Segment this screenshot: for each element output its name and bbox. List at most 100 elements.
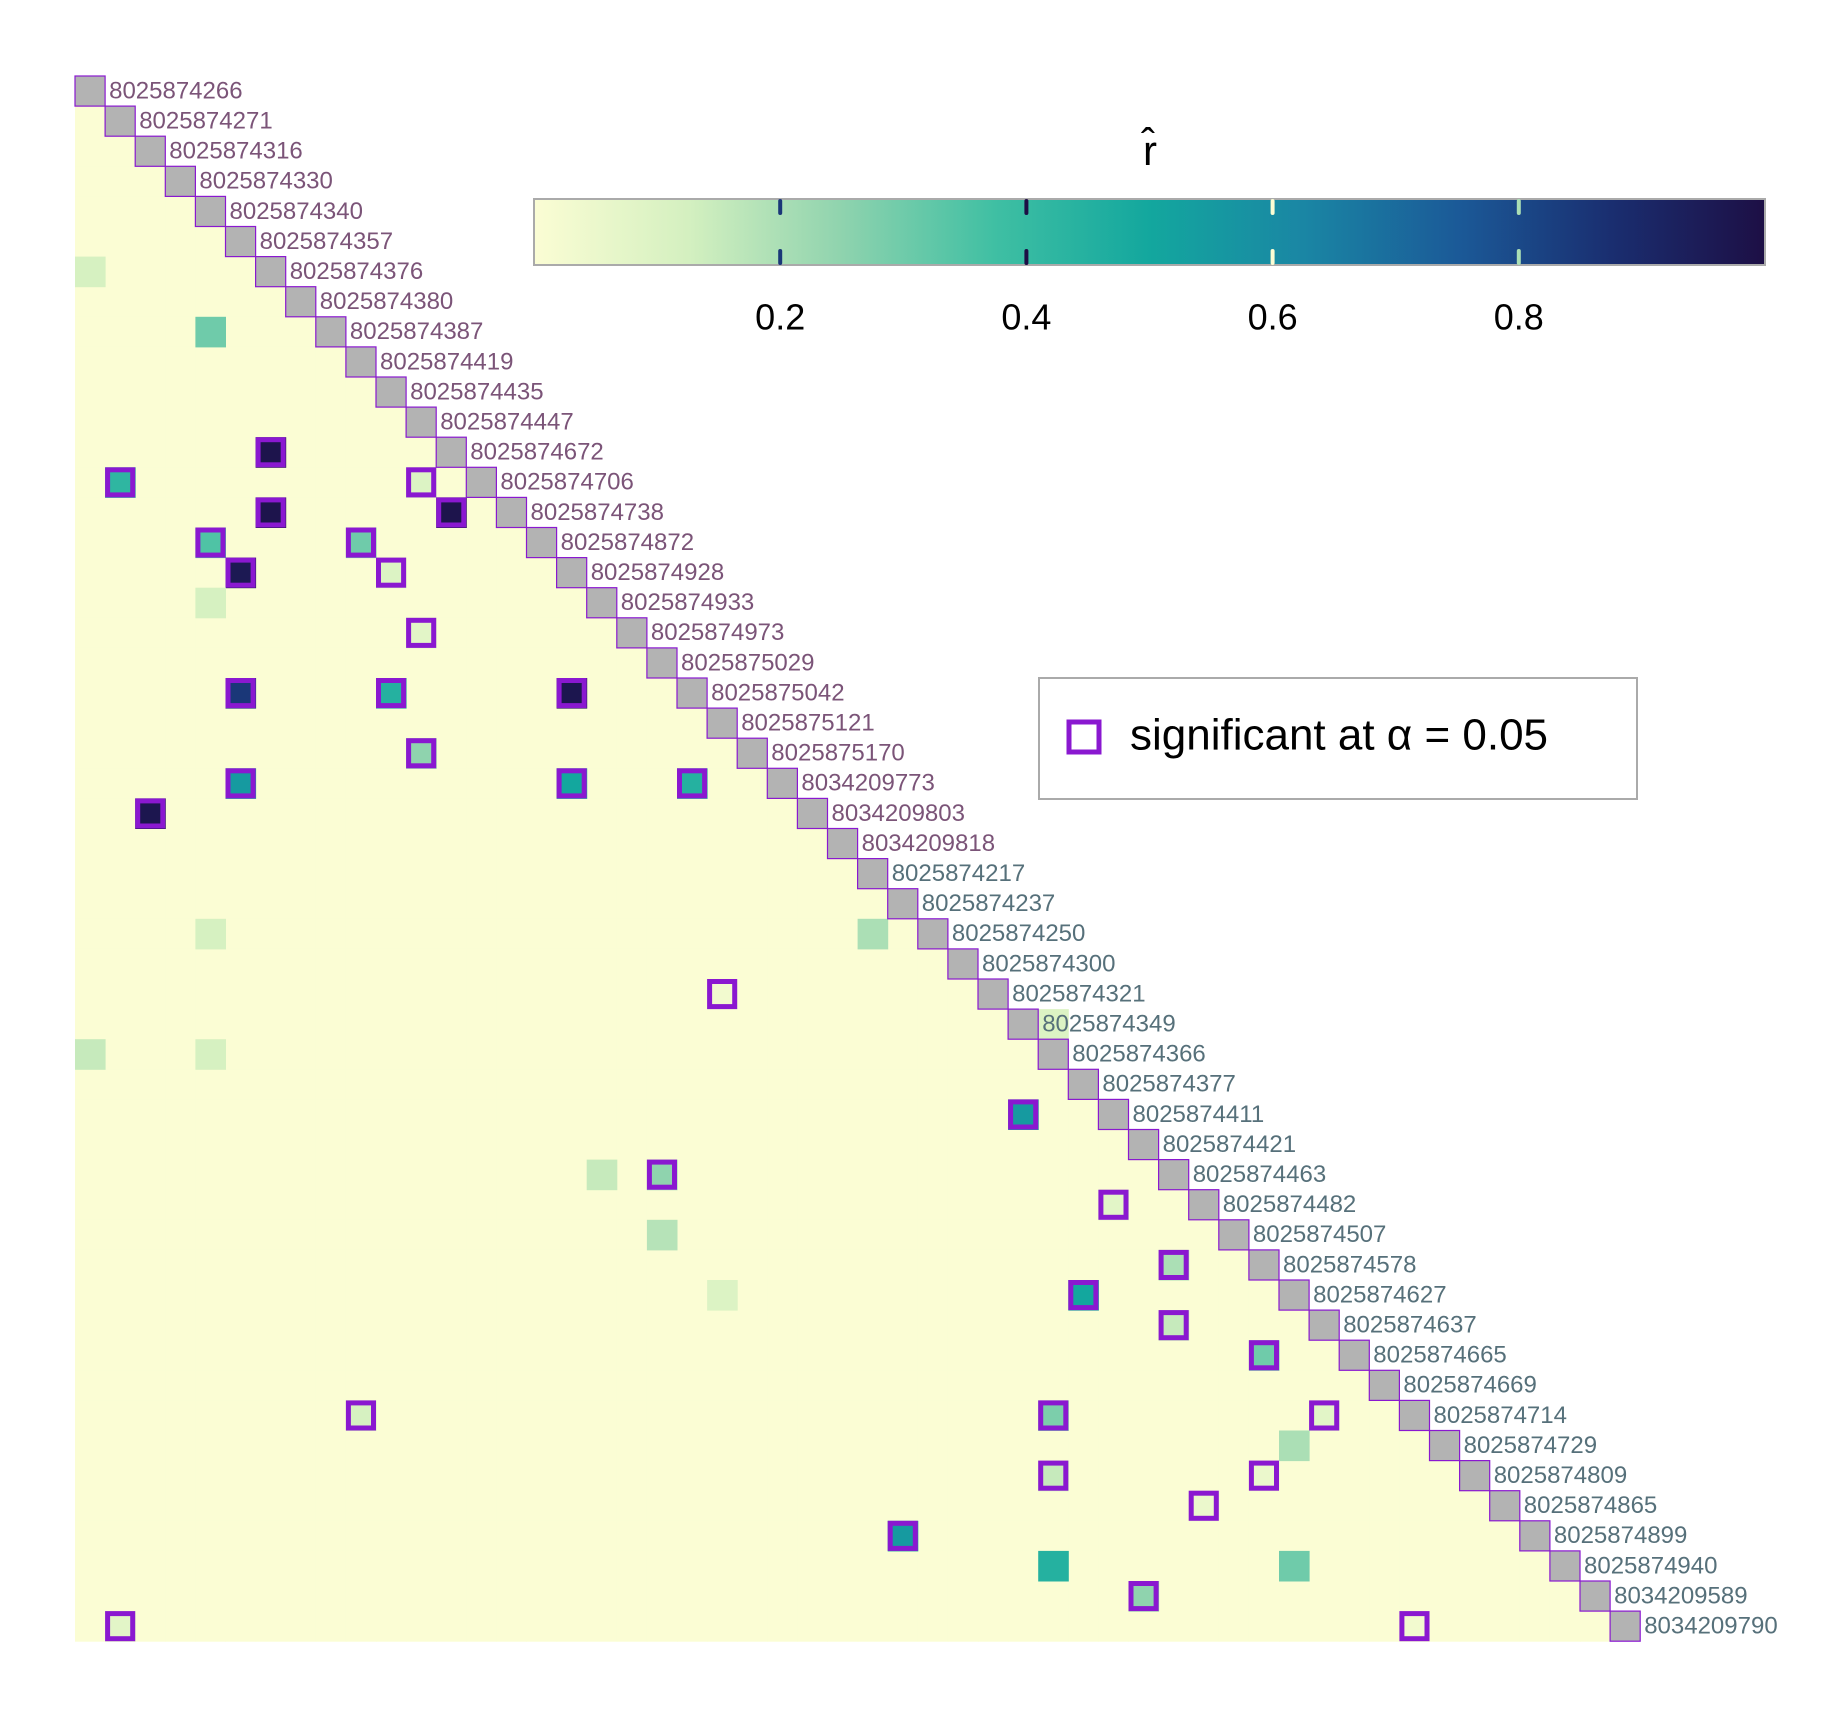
empty-cell — [887, 1159, 919, 1191]
empty-cell — [556, 708, 588, 739]
empty-cell — [135, 166, 166, 197]
row-label: 8025874447 — [440, 408, 573, 435]
empty-cell — [165, 678, 196, 709]
empty-cell — [677, 1069, 708, 1100]
empty-cell — [225, 1430, 257, 1462]
empty-cell — [466, 1400, 497, 1431]
background — [75, 106, 1611, 1642]
empty-cell — [737, 1129, 768, 1161]
empty-cell — [767, 1219, 798, 1251]
empty-cell — [376, 828, 407, 860]
empty-cell — [496, 1069, 527, 1100]
row-label: 8025874940 — [1584, 1552, 1717, 1579]
empty-cell — [376, 918, 407, 950]
colorbar-title: r̂ — [1141, 126, 1157, 174]
empty-cell — [376, 738, 407, 769]
empty-cell — [376, 1520, 407, 1552]
empty-cell — [827, 1611, 859, 1642]
empty-cell — [376, 1370, 407, 1401]
empty-cell — [376, 1159, 407, 1191]
empty-cell — [105, 196, 136, 227]
empty-cell — [827, 979, 859, 1010]
empty-cell — [345, 1280, 377, 1311]
significant-box — [1038, 1400, 1069, 1431]
empty-cell — [978, 1490, 1009, 1522]
empty-cell — [345, 557, 377, 589]
empty-cell — [646, 1099, 678, 1130]
empty-cell — [315, 888, 347, 920]
empty-cell — [285, 979, 317, 1010]
empty-cell — [797, 888, 828, 920]
empty-cell — [556, 1490, 588, 1522]
diagonal-cell — [1579, 1580, 1611, 1612]
empty-cell — [1038, 1069, 1069, 1100]
empty-cell — [1008, 1460, 1039, 1492]
empty-cell — [1429, 1490, 1461, 1522]
empty-cell — [406, 858, 437, 890]
empty-cell — [376, 1550, 407, 1582]
empty-cell — [1008, 1189, 1039, 1221]
empty-cell — [285, 1581, 317, 1612]
empty-cell — [466, 587, 497, 619]
empty-cell — [165, 497, 196, 528]
empty-cell — [978, 1400, 1009, 1431]
empty-cell — [556, 647, 588, 679]
empty-cell — [285, 858, 317, 890]
empty-cell — [285, 647, 317, 679]
empty-cell — [376, 1430, 407, 1462]
empty-cell — [556, 738, 588, 769]
empty-cell — [436, 1310, 467, 1341]
empty-cell — [195, 1430, 226, 1462]
empty-cell — [556, 1550, 588, 1582]
row-label: 8025874729 — [1464, 1432, 1597, 1459]
significant-box — [1008, 1099, 1039, 1130]
empty-cell — [285, 1099, 317, 1130]
empty-cell — [857, 1280, 889, 1311]
empty-cell — [1128, 1430, 1160, 1462]
empty-cell — [255, 1280, 287, 1311]
empty-cell — [978, 1460, 1009, 1492]
empty-cell — [436, 948, 467, 980]
empty-cell — [646, 1370, 678, 1401]
significant-box — [376, 678, 407, 709]
empty-cell — [345, 1009, 377, 1040]
empty-cell — [827, 858, 859, 890]
empty-cell — [767, 1189, 798, 1221]
empty-cell — [315, 587, 347, 619]
empty-cell — [677, 918, 708, 950]
empty-cell — [646, 948, 678, 980]
row-label: 8025874300 — [982, 950, 1115, 977]
diagonal-cell — [796, 797, 829, 830]
empty-cell — [616, 1490, 648, 1522]
empty-cell — [616, 1550, 648, 1582]
empty-cell — [1218, 1310, 1250, 1341]
empty-cell — [646, 738, 678, 769]
significant-box — [1309, 1400, 1340, 1431]
empty-cell — [677, 1310, 708, 1341]
empty-cell — [345, 1430, 377, 1462]
empty-cell — [1008, 1400, 1039, 1431]
empty-cell — [1399, 1581, 1430, 1612]
empty-cell — [255, 798, 287, 829]
empty-cell — [255, 1340, 287, 1371]
empty-cell — [677, 1400, 708, 1431]
diagonal-cell — [1489, 1490, 1521, 1522]
empty-cell — [556, 1310, 588, 1341]
empty-cell — [616, 678, 648, 709]
empty-cell — [1098, 1460, 1129, 1492]
diagonal-cell — [766, 767, 798, 799]
row-label: 8034209589 — [1614, 1582, 1747, 1609]
empty-cell — [135, 407, 166, 438]
empty-cell — [1188, 1310, 1220, 1341]
empty-cell — [556, 1280, 588, 1311]
empty-cell — [135, 918, 166, 950]
empty-cell — [978, 1219, 1009, 1251]
empty-cell — [1489, 1520, 1521, 1552]
empty-cell — [737, 948, 768, 980]
empty-cell — [1158, 1611, 1190, 1642]
empty-cell — [255, 1490, 287, 1522]
empty-cell — [947, 1611, 979, 1642]
empty-cell — [376, 587, 407, 619]
empty-cell — [1459, 1581, 1491, 1612]
empty-cell — [75, 407, 106, 438]
